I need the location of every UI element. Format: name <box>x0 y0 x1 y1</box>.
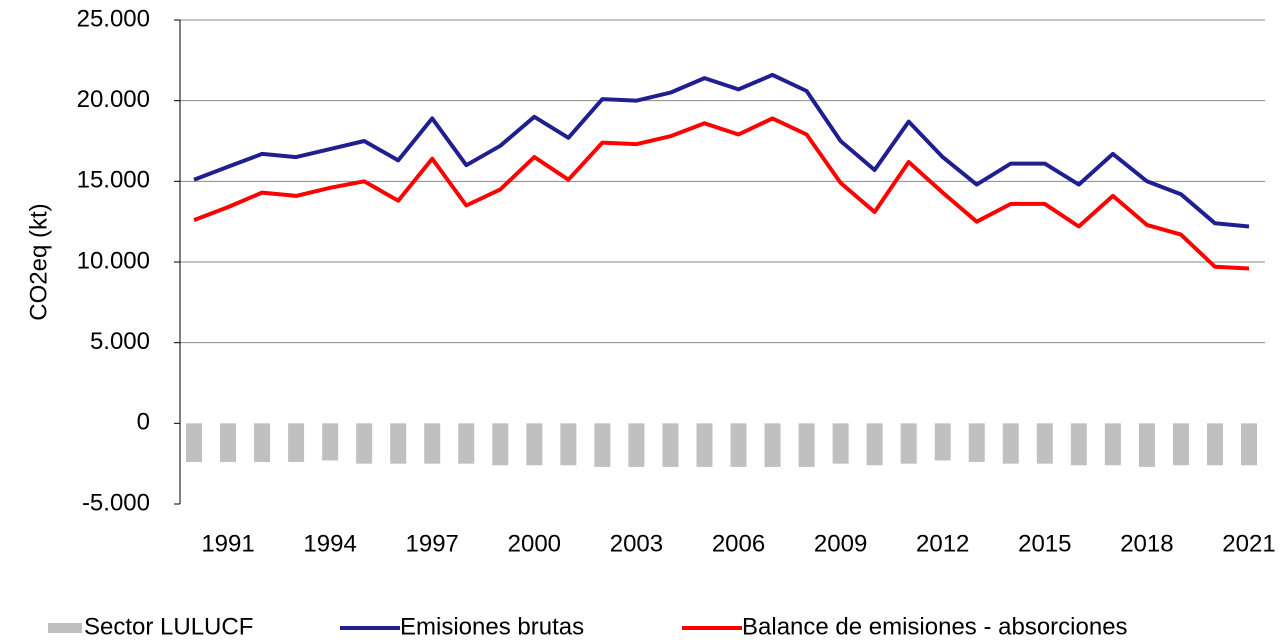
bar <box>594 423 611 467</box>
legend-label: Balance de emisiones - absorciones <box>742 613 1128 640</box>
bar <box>1138 423 1155 467</box>
line <box>193 116 1250 271</box>
bar <box>1002 423 1019 464</box>
line <box>193 72 1250 229</box>
y-tick-label: 0 <box>137 409 150 436</box>
y-tick-label: 15.000 <box>77 167 150 194</box>
legend-label: Sector LULUCF <box>84 613 253 640</box>
bar <box>832 423 849 464</box>
bar <box>288 423 305 463</box>
x-tick-label: 1997 <box>406 530 459 557</box>
y-tick-label: -5.000 <box>82 489 150 516</box>
bar <box>1172 423 1189 466</box>
legend-swatch <box>48 623 82 633</box>
bar <box>424 423 441 464</box>
x-tick-label: 2012 <box>916 530 969 557</box>
x-tick-label: 2018 <box>1120 530 1173 557</box>
bar <box>220 423 237 463</box>
bar <box>560 423 577 466</box>
bar <box>254 423 271 463</box>
bar <box>322 423 339 461</box>
x-tick-label: 1994 <box>303 530 356 557</box>
x-tick-label: 1991 <box>201 530 254 557</box>
bar <box>1206 423 1223 466</box>
bar <box>662 423 679 467</box>
y-tick-label: 5.000 <box>90 328 150 355</box>
bar <box>968 423 985 463</box>
y-axis-label: CO2eq (kt) <box>25 203 52 320</box>
x-tick-label: 2009 <box>814 530 867 557</box>
bar <box>1104 423 1121 466</box>
bar <box>696 423 713 467</box>
bar <box>1241 423 1257 466</box>
x-tick-label: 2021 <box>1222 530 1275 557</box>
y-tick-label: 10.000 <box>77 247 150 274</box>
bar <box>866 423 883 466</box>
bar <box>934 423 951 461</box>
bar <box>764 423 781 467</box>
y-tick-label: 20.000 <box>77 86 150 113</box>
bar <box>798 423 815 467</box>
bar <box>186 423 202 463</box>
bar <box>628 423 645 467</box>
bar <box>526 423 543 466</box>
bar <box>458 423 475 464</box>
bar <box>730 423 747 467</box>
bar <box>1036 423 1053 464</box>
bar <box>900 423 917 464</box>
bar <box>492 423 509 466</box>
x-tick-label: 2015 <box>1018 530 1071 557</box>
x-tick-label: 2000 <box>508 530 561 557</box>
x-tick-label: 2006 <box>712 530 765 557</box>
y-tick-label: 25.000 <box>77 5 150 32</box>
x-tick-label: 2003 <box>610 530 663 557</box>
bar <box>356 423 373 464</box>
legend-label: Emisiones brutas <box>400 613 584 640</box>
bar <box>390 423 407 464</box>
bar <box>1070 423 1087 466</box>
